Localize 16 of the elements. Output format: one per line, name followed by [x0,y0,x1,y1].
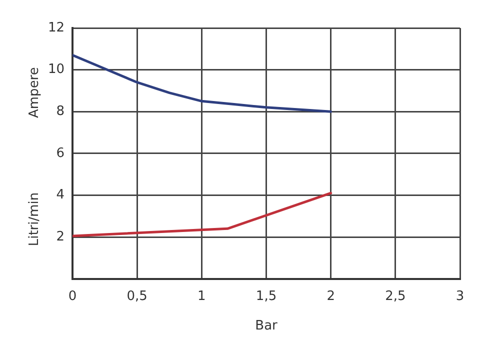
x-tick-label: 2,5 [385,288,406,304]
x-tick-label: 1 [198,288,206,304]
y-tick-label: 6 [56,146,65,161]
y-tick-label: 8 [56,104,65,119]
y-tick-label: 12 [48,20,65,36]
x-tick-label: 1,5 [256,288,277,304]
x-tick-label: 0,5 [126,288,148,304]
text: Litri/min [26,192,42,246]
x-tick-label: 2 [326,288,335,304]
x-axis-title: Bar [255,318,278,334]
x-tick-label: 0 [68,288,77,304]
y-tick-label: 4 [56,188,65,203]
text: Ampere [26,67,42,118]
y-tick-label: 10 [48,62,65,78]
x-tick-label: 3 [456,288,464,304]
y-tick-label: 2 [56,229,65,244]
